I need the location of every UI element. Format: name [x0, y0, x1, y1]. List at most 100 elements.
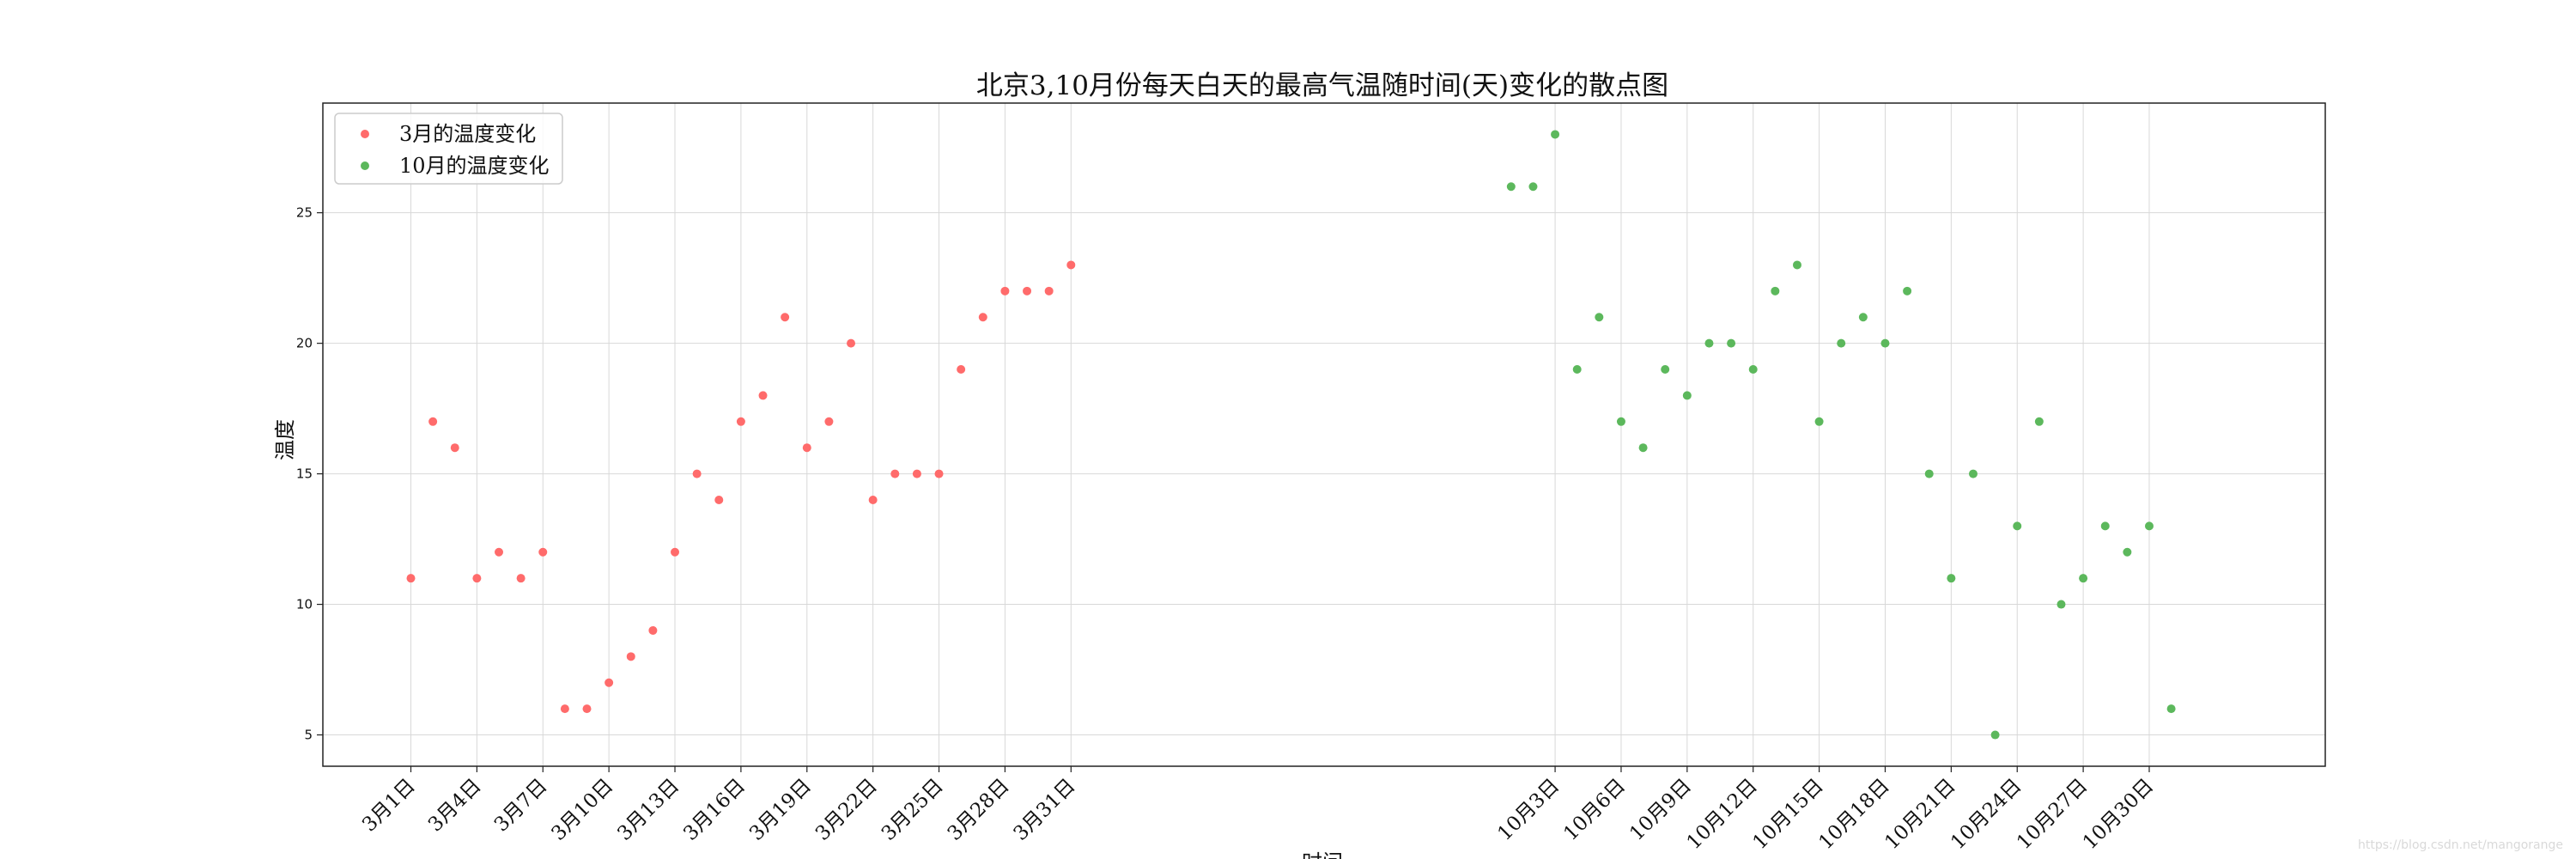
data-point-october	[1727, 338, 1736, 348]
data-point-october	[1947, 574, 1956, 583]
x-tick-label: 10月12日	[1683, 775, 1762, 854]
data-point-october	[2013, 521, 2022, 531]
x-axis-ticks: 3月1日 3月4日 3月7日3月10日3月13日3月16日3月19日3月22日3月2…	[358, 766, 2158, 854]
x-tick-label: 10月15日	[1749, 775, 1828, 854]
data-point-march	[671, 547, 680, 557]
data-point-october	[1748, 365, 1758, 375]
data-point-march	[1066, 260, 1076, 270]
x-tick-label: 10月18日	[1814, 775, 1893, 854]
data-point-october	[1903, 286, 1912, 295]
chart-title: 北京3,10月份每天白天的最高气温随时间(天)变化的散点图	[976, 70, 1668, 101]
x-tick-label: 3月10日	[547, 775, 617, 845]
x-axis-label: 时间	[1302, 850, 1343, 859]
data-point-march	[495, 547, 504, 557]
data-point-october	[1771, 286, 1780, 295]
data-point-october	[1551, 130, 1560, 139]
data-point-october	[1924, 469, 1934, 478]
data-point-october	[1880, 338, 1890, 348]
data-point-march	[824, 417, 834, 426]
y-tick-label: 20	[296, 336, 313, 351]
x-tick-label: 3月28日	[944, 775, 1014, 845]
data-points	[406, 130, 2176, 740]
x-tick-label: 3月31日	[1010, 775, 1080, 845]
data-point-october	[1837, 338, 1846, 348]
data-point-march	[406, 574, 416, 583]
data-point-march	[802, 443, 811, 453]
x-tick-label: 10月21日	[1880, 775, 1959, 854]
data-point-march	[934, 469, 944, 478]
legend-box	[334, 113, 563, 185]
data-point-october	[2144, 521, 2154, 531]
x-tick-label: 3月22日	[811, 775, 882, 845]
data-point-march	[912, 469, 921, 478]
data-point-march	[957, 365, 966, 375]
x-tick-label: 3月19日	[745, 775, 816, 845]
data-point-october	[2079, 574, 2088, 583]
data-point-october	[2166, 704, 2176, 714]
legend-marker-march	[361, 130, 369, 138]
data-point-march	[626, 652, 635, 661]
data-point-october	[1572, 365, 1582, 375]
x-tick-label: 10月6日	[1559, 775, 1630, 845]
watermark-text: https://blog.csdn.net/mangorange	[2358, 838, 2563, 852]
data-point-october	[2123, 547, 2132, 557]
data-point-march	[648, 625, 658, 635]
data-point-october	[1858, 313, 1868, 322]
data-point-march	[428, 417, 438, 426]
legend-label-march: 3月的温度变化	[399, 122, 536, 146]
y-tick-label: 5	[304, 728, 313, 743]
data-point-march	[1023, 286, 1032, 295]
x-tick-label: 3月7日	[490, 775, 552, 837]
data-point-october	[1968, 469, 1978, 478]
data-point-march	[1000, 286, 1010, 295]
y-axis-label: 温度	[273, 419, 297, 460]
x-tick-label: 10月30日	[2079, 775, 2158, 854]
data-point-october	[2034, 417, 2044, 426]
x-tick-label: 10月24日	[1947, 775, 2026, 854]
data-point-october	[1682, 391, 1692, 400]
data-point-october	[1595, 313, 1604, 322]
data-point-october	[1661, 365, 1670, 375]
x-tick-label: 3月4日	[424, 775, 486, 837]
data-point-march	[582, 704, 592, 714]
data-point-march	[472, 574, 482, 583]
data-point-march	[605, 678, 614, 687]
data-point-october	[1792, 260, 1801, 270]
data-point-march	[692, 469, 702, 478]
y-axis-ticks: 5 10 15 20 25	[296, 205, 323, 743]
data-point-march	[868, 495, 878, 504]
legend-label-october: 10月的温度变化	[399, 154, 550, 178]
x-tick-label: 10月3日	[1493, 775, 1564, 845]
data-point-october	[2057, 600, 2066, 609]
legend: 3月的温度变化 10月的温度变化	[334, 113, 563, 185]
data-point-march	[516, 574, 526, 583]
y-tick-label: 25	[296, 205, 313, 221]
data-point-march	[450, 443, 459, 453]
data-point-march	[1044, 286, 1054, 295]
data-point-march	[890, 469, 900, 478]
data-point-march	[714, 495, 724, 504]
grid	[323, 103, 2325, 766]
data-point-october	[2100, 521, 2110, 531]
data-point-march	[847, 338, 856, 348]
data-point-october	[1638, 443, 1648, 453]
x-tick-label: 3月16日	[679, 775, 750, 845]
data-point-march	[736, 417, 745, 426]
data-point-march	[758, 391, 768, 400]
x-tick-label: 3月1日	[358, 775, 420, 837]
x-tick-label: 3月13日	[613, 775, 683, 845]
plot-area-frame	[322, 102, 2326, 767]
data-point-march	[538, 547, 548, 557]
y-tick-label: 15	[296, 466, 313, 482]
legend-marker-october	[361, 161, 369, 170]
data-point-october	[1506, 182, 1516, 192]
data-point-october	[1990, 730, 2000, 740]
data-point-march	[560, 704, 569, 714]
x-tick-label: 10月27日	[2013, 775, 2092, 854]
data-point-march	[781, 313, 790, 322]
x-tick-label: 3月25日	[878, 775, 948, 845]
data-point-october	[1704, 338, 1714, 348]
y-tick-label: 10	[296, 597, 313, 612]
data-point-october	[1528, 182, 1538, 192]
